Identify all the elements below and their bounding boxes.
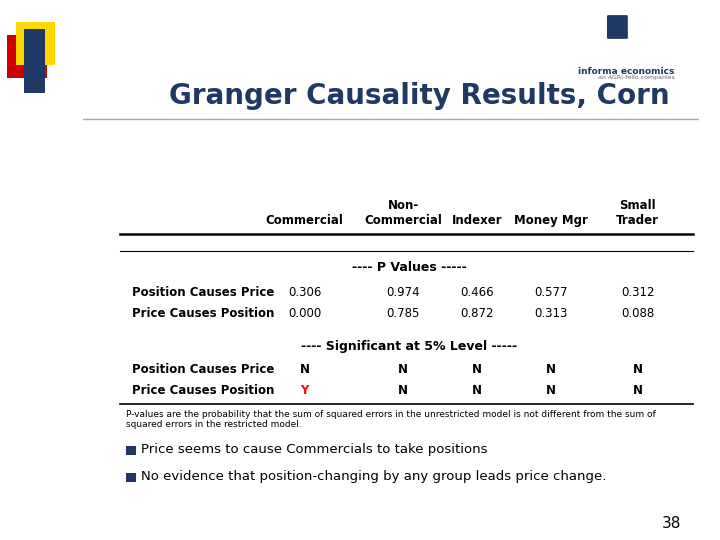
Text: Indexer: Indexer xyxy=(452,214,503,227)
FancyBboxPatch shape xyxy=(607,15,628,39)
FancyBboxPatch shape xyxy=(16,22,55,65)
Text: ---- P Values -----: ---- P Values ----- xyxy=(352,261,467,274)
Text: N: N xyxy=(633,363,643,376)
Text: Price Causes Position: Price Causes Position xyxy=(132,384,274,397)
Text: Price seems to cause Commercials to take positions: Price seems to cause Commercials to take… xyxy=(141,443,488,456)
Text: N: N xyxy=(546,363,557,376)
Text: P-values are the probability that the sum of squared errors in the unrestricted : P-values are the probability that the su… xyxy=(126,409,656,429)
Text: 0.577: 0.577 xyxy=(534,286,568,299)
Text: 0.466: 0.466 xyxy=(461,286,494,299)
Text: 38: 38 xyxy=(662,516,681,531)
Text: 0.088: 0.088 xyxy=(621,307,654,320)
Text: 0.306: 0.306 xyxy=(288,286,321,299)
Text: Granger Causality Results, Corn: Granger Causality Results, Corn xyxy=(169,82,670,110)
Text: 0.312: 0.312 xyxy=(621,286,654,299)
FancyBboxPatch shape xyxy=(126,473,136,482)
Text: N: N xyxy=(398,363,408,376)
Text: N: N xyxy=(472,384,482,397)
Text: N: N xyxy=(398,384,408,397)
Text: N: N xyxy=(472,363,482,376)
Text: Money Mgr: Money Mgr xyxy=(514,214,588,227)
Text: N: N xyxy=(300,363,310,376)
Text: Price Causes Position: Price Causes Position xyxy=(132,307,274,320)
FancyBboxPatch shape xyxy=(24,29,45,93)
Text: Non-
Commercial: Non- Commercial xyxy=(364,199,442,227)
FancyBboxPatch shape xyxy=(126,446,136,455)
Text: N: N xyxy=(633,384,643,397)
Text: Y: Y xyxy=(300,384,309,397)
Text: 0.313: 0.313 xyxy=(535,307,568,320)
Text: No evidence that position-changing by any group leads price change.: No evidence that position-changing by an… xyxy=(141,470,607,483)
Text: 0.872: 0.872 xyxy=(461,307,494,320)
Text: informa economics: informa economics xyxy=(578,67,675,76)
Text: Commercial: Commercial xyxy=(266,214,343,227)
Text: Small
Trader: Small Trader xyxy=(616,199,659,227)
Text: an AGRI-fello companies: an AGRI-fello companies xyxy=(598,75,675,80)
Text: 0.000: 0.000 xyxy=(288,307,321,320)
Text: 0.974: 0.974 xyxy=(387,286,420,299)
Text: 0.785: 0.785 xyxy=(387,307,420,320)
FancyBboxPatch shape xyxy=(7,35,47,78)
Text: N: N xyxy=(546,384,557,397)
Text: ---- Significant at 5% Level -----: ---- Significant at 5% Level ----- xyxy=(302,340,518,353)
Text: Position Causes Price: Position Causes Price xyxy=(132,286,274,299)
Text: Position Causes Price: Position Causes Price xyxy=(132,363,274,376)
